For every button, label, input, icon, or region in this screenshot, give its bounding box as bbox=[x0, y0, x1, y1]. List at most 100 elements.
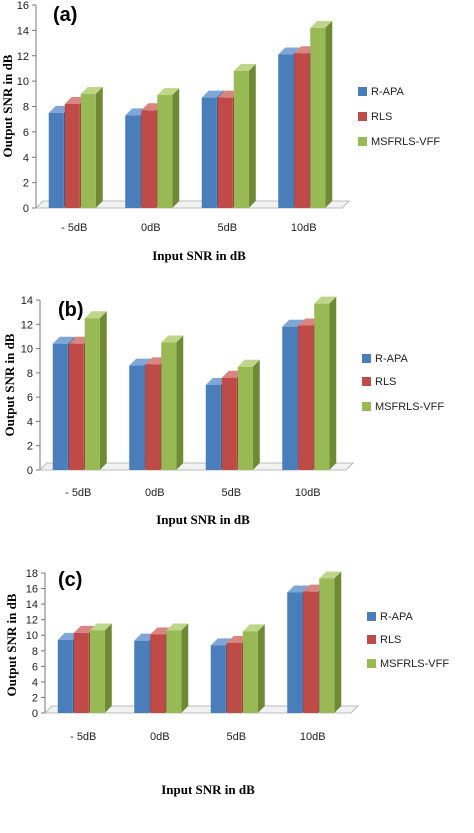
bar-front bbox=[150, 634, 166, 713]
chart-panel-1: (b) 0 2 4 6 8 10 12 14 - 5dB 0dB 5dB 10dB Input SNR i… bbox=[2, 295, 444, 527]
bar-front bbox=[161, 342, 177, 470]
legend-label: MSFRLS-VFF bbox=[375, 401, 444, 413]
bar-front bbox=[310, 27, 326, 209]
legend-swatch bbox=[367, 635, 376, 644]
y-tick-label: 10 bbox=[26, 630, 38, 642]
bar-front bbox=[287, 592, 303, 713]
legend: R-APA RLS MSFRLS-VFF bbox=[358, 86, 440, 148]
bar-front bbox=[205, 385, 221, 470]
bar-top bbox=[161, 335, 184, 343]
y-tick-label: 14 bbox=[26, 599, 38, 611]
y-tick-label: 12 bbox=[21, 319, 33, 331]
bar-side bbox=[329, 296, 337, 470]
legend-swatch bbox=[367, 659, 376, 668]
bar bbox=[319, 571, 342, 713]
bar bbox=[233, 63, 256, 208]
legend: R-APA RLS MSFRLS-VFF bbox=[367, 611, 449, 670]
bar-front bbox=[89, 630, 105, 713]
bar-side bbox=[95, 86, 103, 208]
bar bbox=[84, 311, 107, 470]
x-tick-label: - 5dB bbox=[65, 487, 91, 499]
bar-front bbox=[278, 54, 294, 209]
legend-label: RLS bbox=[371, 111, 392, 123]
x-tick-label: 0dB bbox=[141, 222, 161, 234]
x-tick-label: 0dB bbox=[150, 731, 170, 743]
y-axis-title: Output SNR in dB bbox=[4, 593, 19, 696]
bar-side bbox=[325, 20, 333, 209]
x-tick-label: 5dB bbox=[217, 222, 237, 234]
bar-front bbox=[84, 318, 100, 470]
x-tick-label: 10dB bbox=[291, 222, 317, 234]
bar-front bbox=[129, 365, 145, 470]
y-tick-label: 4 bbox=[32, 677, 38, 689]
legend-swatch bbox=[358, 112, 367, 121]
y-tick-label: 4 bbox=[27, 416, 33, 428]
legend-label: MSFRLS-VFF bbox=[380, 658, 449, 670]
bar-top bbox=[233, 63, 256, 71]
x-tick-label: - 5dB bbox=[61, 222, 87, 234]
y-tick-label: 12 bbox=[17, 51, 29, 63]
y-tick-label: 0 bbox=[32, 708, 38, 720]
bar bbox=[314, 296, 337, 470]
legend-swatch bbox=[362, 377, 371, 386]
bar-front bbox=[145, 364, 161, 470]
bar-front bbox=[210, 645, 226, 713]
bar-top bbox=[287, 585, 310, 593]
bar-side bbox=[252, 359, 260, 470]
bar-side bbox=[257, 624, 265, 713]
y-tick-label: 0 bbox=[27, 465, 33, 477]
y-tick-label: 6 bbox=[23, 127, 29, 139]
x-axis-title: Input SNR in dB bbox=[156, 512, 250, 527]
bar-side bbox=[176, 335, 184, 470]
x-axis-title: Input SNR in dB bbox=[152, 248, 246, 263]
bar-front bbox=[48, 112, 64, 208]
bar-top bbox=[80, 86, 103, 94]
x-tick-label: 10dB bbox=[300, 731, 326, 743]
bar-front bbox=[64, 103, 80, 208]
y-tick-label: 8 bbox=[23, 102, 29, 114]
x-tick-label: 5dB bbox=[221, 487, 241, 499]
bar-front bbox=[217, 97, 233, 208]
y-tick-label: 18 bbox=[26, 568, 38, 580]
bar-front bbox=[125, 115, 141, 208]
y-axis-title: Output SNR in dB bbox=[2, 333, 17, 436]
bar-side bbox=[248, 63, 256, 208]
bar-front bbox=[166, 630, 182, 713]
bar-side bbox=[104, 623, 112, 713]
bar-top bbox=[166, 623, 189, 631]
y-tick-label: 14 bbox=[21, 295, 33, 307]
bar-front bbox=[319, 578, 335, 713]
bar-top bbox=[282, 319, 305, 327]
y-tick-label: 6 bbox=[27, 392, 33, 404]
bar-top bbox=[84, 311, 107, 319]
bar bbox=[242, 624, 265, 713]
bar bbox=[80, 86, 103, 208]
y-tick-label: 8 bbox=[32, 646, 38, 658]
bar-front bbox=[303, 591, 319, 713]
x-axis-title: Input SNR in dB bbox=[161, 782, 255, 797]
bar-front bbox=[294, 53, 310, 209]
y-tick-label: 14 bbox=[17, 25, 29, 37]
panel-label: (c) bbox=[58, 569, 82, 591]
bar-side bbox=[99, 311, 107, 470]
bar-front bbox=[68, 343, 84, 470]
bar-top bbox=[310, 20, 333, 28]
legend-label: R-APA bbox=[375, 353, 408, 365]
bar-front bbox=[221, 377, 237, 470]
y-axis-title: Output SNR in dB bbox=[0, 54, 15, 157]
chart-panel-0: (a) 0 2 4 6 8 10 12 14 16 - 5dB 0dB 5dB 10dB Input SNR… bbox=[0, 0, 440, 263]
x-tick-label: 10dB bbox=[295, 487, 321, 499]
bar-front bbox=[314, 303, 330, 470]
y-tick-label: 16 bbox=[17, 0, 29, 12]
bar-side bbox=[172, 88, 180, 208]
y-tick-label: 4 bbox=[23, 152, 29, 164]
bar bbox=[310, 20, 333, 209]
y-tick-label: 12 bbox=[26, 615, 38, 627]
bar-side bbox=[181, 623, 189, 713]
bar-front bbox=[80, 93, 96, 208]
bar-front bbox=[242, 631, 258, 713]
legend-swatch bbox=[358, 137, 367, 146]
bar-front bbox=[201, 97, 217, 208]
y-tick-label: 16 bbox=[26, 584, 38, 596]
